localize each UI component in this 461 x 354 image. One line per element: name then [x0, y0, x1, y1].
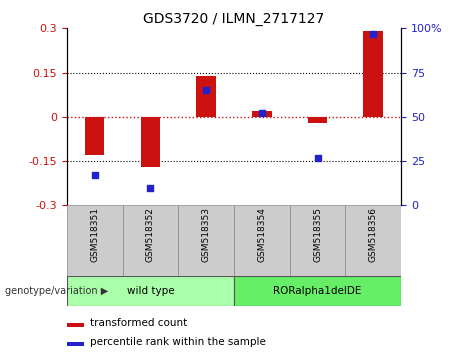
Point	[91, 172, 98, 178]
Text: percentile rank within the sample: percentile rank within the sample	[90, 337, 266, 347]
Bar	[67, 323, 83, 327]
Text: wild type: wild type	[127, 286, 174, 296]
Bar	[141, 117, 160, 167]
Bar	[67, 205, 123, 276]
Title: GDS3720 / ILMN_2717127: GDS3720 / ILMN_2717127	[143, 12, 325, 26]
Point	[202, 87, 210, 93]
Point	[314, 155, 321, 160]
Bar	[85, 117, 105, 155]
Point	[147, 185, 154, 190]
Bar	[234, 205, 290, 276]
Bar	[290, 205, 345, 276]
Point	[258, 110, 266, 116]
Text: GSM518352: GSM518352	[146, 207, 155, 262]
Text: RORalpha1delDE: RORalpha1delDE	[273, 286, 362, 296]
Text: GSM518355: GSM518355	[313, 207, 322, 262]
Bar	[178, 205, 234, 276]
Bar	[67, 342, 83, 346]
Bar	[252, 111, 272, 117]
Text: GSM518353: GSM518353	[201, 207, 211, 262]
Text: GSM518354: GSM518354	[257, 207, 266, 262]
Point	[370, 31, 377, 36]
Bar	[234, 276, 401, 306]
Bar	[308, 117, 327, 123]
Bar	[363, 31, 383, 117]
Bar	[345, 205, 401, 276]
Bar	[67, 276, 234, 306]
Text: GSM518356: GSM518356	[369, 207, 378, 262]
Text: GSM518351: GSM518351	[90, 207, 99, 262]
Text: transformed count: transformed count	[90, 318, 188, 328]
Text: genotype/variation ▶: genotype/variation ▶	[5, 286, 108, 296]
Bar	[196, 75, 216, 117]
Bar	[123, 205, 178, 276]
